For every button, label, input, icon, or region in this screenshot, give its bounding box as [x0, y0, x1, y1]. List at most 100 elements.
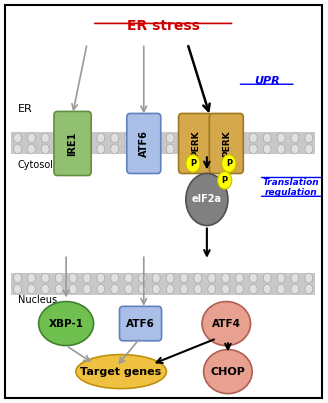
Circle shape	[208, 284, 215, 294]
Text: IRE1: IRE1	[68, 131, 78, 156]
Text: XBP-1: XBP-1	[49, 318, 84, 328]
Circle shape	[277, 144, 285, 154]
Ellipse shape	[202, 301, 251, 346]
Circle shape	[291, 144, 299, 154]
Text: UPR: UPR	[254, 77, 279, 86]
Bar	[11, 272, 315, 284]
Text: ER: ER	[18, 104, 32, 114]
Text: PERK: PERK	[222, 130, 231, 157]
Circle shape	[55, 273, 63, 283]
Circle shape	[166, 144, 174, 154]
Circle shape	[236, 273, 243, 283]
Circle shape	[125, 133, 133, 143]
Circle shape	[138, 273, 146, 283]
Circle shape	[69, 284, 77, 294]
Circle shape	[263, 284, 271, 294]
Circle shape	[83, 144, 91, 154]
FancyBboxPatch shape	[127, 114, 161, 173]
Circle shape	[111, 144, 118, 154]
Circle shape	[222, 144, 230, 154]
Circle shape	[208, 133, 215, 143]
Circle shape	[111, 284, 118, 294]
Circle shape	[186, 155, 200, 172]
FancyBboxPatch shape	[178, 114, 213, 173]
Bar	[11, 284, 315, 295]
Circle shape	[194, 284, 202, 294]
Circle shape	[69, 273, 77, 283]
Text: P: P	[226, 159, 232, 168]
Text: P: P	[222, 176, 228, 185]
Text: P: P	[190, 159, 196, 168]
Circle shape	[305, 133, 313, 143]
Circle shape	[28, 133, 35, 143]
Ellipse shape	[204, 349, 252, 394]
Circle shape	[69, 144, 77, 154]
Circle shape	[291, 133, 299, 143]
Circle shape	[208, 273, 215, 283]
Circle shape	[263, 133, 271, 143]
Circle shape	[263, 273, 271, 283]
Circle shape	[28, 144, 35, 154]
Circle shape	[222, 273, 230, 283]
Circle shape	[291, 273, 299, 283]
Circle shape	[236, 284, 243, 294]
Circle shape	[125, 284, 133, 294]
Circle shape	[111, 273, 118, 283]
Circle shape	[14, 284, 22, 294]
Bar	[11, 133, 315, 143]
Circle shape	[152, 284, 160, 294]
Circle shape	[69, 133, 77, 143]
Ellipse shape	[39, 301, 93, 346]
Circle shape	[186, 173, 228, 226]
Text: Cytosol: Cytosol	[18, 160, 53, 170]
Circle shape	[194, 144, 202, 154]
Circle shape	[180, 284, 188, 294]
Circle shape	[222, 155, 236, 172]
Circle shape	[138, 133, 146, 143]
Text: PERK: PERK	[191, 130, 200, 157]
Bar	[11, 143, 315, 154]
Text: eIF2a: eIF2a	[192, 195, 222, 204]
Circle shape	[41, 133, 49, 143]
Circle shape	[217, 172, 232, 189]
Circle shape	[125, 144, 133, 154]
Circle shape	[138, 284, 146, 294]
Circle shape	[236, 144, 243, 154]
Circle shape	[249, 284, 257, 294]
Circle shape	[14, 144, 22, 154]
Circle shape	[41, 284, 49, 294]
Text: Translation
regulation: Translation regulation	[263, 178, 319, 197]
Circle shape	[166, 273, 174, 283]
Text: Nucleus: Nucleus	[18, 295, 57, 305]
Circle shape	[83, 273, 91, 283]
Text: ATF6: ATF6	[126, 318, 155, 328]
Circle shape	[55, 133, 63, 143]
Circle shape	[222, 133, 230, 143]
Text: ATF6: ATF6	[139, 130, 149, 157]
Circle shape	[14, 133, 22, 143]
Text: ER stress: ER stress	[127, 19, 200, 33]
Circle shape	[97, 273, 105, 283]
Circle shape	[180, 273, 188, 283]
FancyBboxPatch shape	[119, 306, 162, 341]
Circle shape	[166, 133, 174, 143]
Text: ATF4: ATF4	[212, 318, 241, 328]
Circle shape	[277, 284, 285, 294]
Circle shape	[83, 284, 91, 294]
Circle shape	[138, 144, 146, 154]
Circle shape	[277, 133, 285, 143]
Circle shape	[305, 284, 313, 294]
Circle shape	[41, 273, 49, 283]
Circle shape	[194, 133, 202, 143]
Circle shape	[180, 144, 188, 154]
FancyBboxPatch shape	[54, 112, 91, 175]
Circle shape	[194, 273, 202, 283]
Circle shape	[97, 284, 105, 294]
Ellipse shape	[76, 355, 166, 388]
Circle shape	[291, 284, 299, 294]
Circle shape	[236, 133, 243, 143]
Circle shape	[152, 144, 160, 154]
Text: CHOP: CHOP	[211, 367, 245, 376]
Circle shape	[111, 133, 118, 143]
Circle shape	[277, 273, 285, 283]
